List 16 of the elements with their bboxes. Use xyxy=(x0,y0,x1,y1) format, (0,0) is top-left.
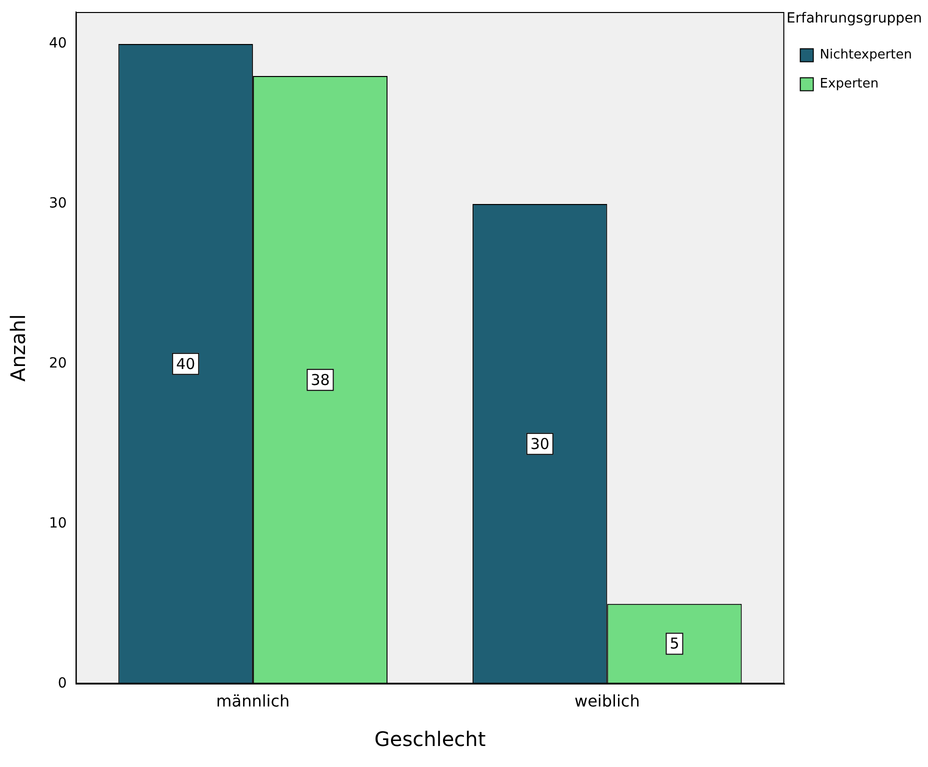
y-tick-label: 40 xyxy=(48,36,67,52)
data-label: 5 xyxy=(670,634,680,653)
x-axis-title: Geschlecht xyxy=(374,727,486,752)
y-tick-label: 20 xyxy=(48,356,67,372)
legend-label: Experten xyxy=(820,76,879,92)
x-tick-label: männlich xyxy=(216,692,290,711)
y-tick-label: 30 xyxy=(48,196,67,212)
data-label: 40 xyxy=(176,354,196,373)
legend-label: Nichtexperten xyxy=(820,48,912,63)
y-axis-title: Anzahl xyxy=(6,314,30,382)
y-tick-label: 10 xyxy=(48,515,67,532)
data-label: 30 xyxy=(530,434,550,453)
legend-title: Erfahrungsgruppen xyxy=(786,10,922,27)
y-tick-label: 0 xyxy=(58,675,67,692)
x-tick-label: weiblich xyxy=(574,692,640,711)
data-label: 38 xyxy=(310,370,330,389)
